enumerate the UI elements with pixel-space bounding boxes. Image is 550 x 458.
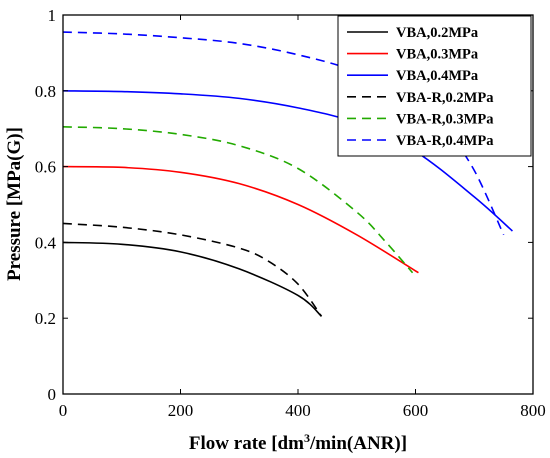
x-axis-label: Flow rate [dm3/min(ANR)]	[189, 431, 407, 454]
y-tick-label: 0.6	[35, 158, 56, 177]
series-line-vba-r-0-3mpa	[62, 126, 414, 274]
series-line-vba-r-0-4mpa	[62, 31, 505, 236]
legend-label-vba-r-0-3mpa: VBA-R,0.3MPa	[396, 111, 494, 127]
axis-ticks: 0 200 400 600 800 0 0.2 0.4 0.6 0.8 1	[35, 6, 546, 420]
x-tick-label: 0	[59, 401, 68, 420]
legend-label-vba-r-0-2mpa: VBA-R,0.2MPa	[396, 90, 494, 106]
y-tick-label: 0.2	[35, 309, 56, 328]
y-tick-label: 0.4	[35, 233, 57, 252]
series-line-vba-0-3mpa	[62, 165, 419, 274]
y-tick-label: 0	[48, 385, 57, 404]
legend-label-vba-0-4mpa: VBA,0.4MPa	[396, 68, 479, 84]
legend-box	[337, 15, 532, 157]
y-tick-label: 1	[48, 6, 57, 25]
legend-label-vba-r-0-4mpa: VBA-R,0.4MPa	[396, 133, 494, 149]
plot-lines	[62, 31, 513, 317]
x-tick-label: 400	[285, 401, 311, 420]
x-tick-label: 600	[403, 401, 429, 420]
x-tick-label: 200	[168, 401, 194, 420]
y-tick-label: 0.8	[35, 82, 56, 101]
legend-label-vba-0-2mpa: VBA,0.2MPa	[396, 25, 479, 41]
series-line-vba-0-4mpa	[62, 90, 513, 232]
series-line-vba-r-0-2mpa	[62, 222, 323, 317]
legend-label-vba-0-3mpa: VBA,0.3MPa	[396, 47, 479, 63]
x-tick-label: 800	[520, 401, 546, 420]
y-axis-label: Pressure [MPa(G)]	[4, 127, 25, 281]
legend: VBA,0.2MPa VBA,0.3MPa VBA,0.4MPa VBA-R,0.2M…	[337, 15, 532, 157]
series-line-vba-0-2mpa	[62, 241, 323, 317]
